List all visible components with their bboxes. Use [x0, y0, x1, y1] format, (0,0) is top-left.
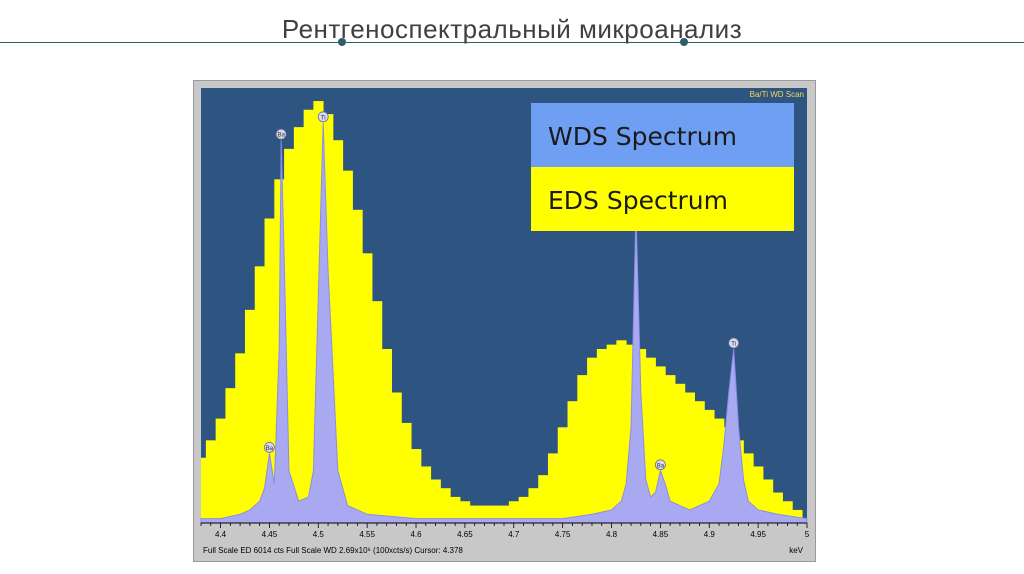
x-tick-label: 4.85 [653, 530, 669, 539]
eds-bar [684, 392, 695, 523]
eds-bar [479, 505, 490, 523]
eds-bar [753, 466, 764, 523]
peak-label: Ba [657, 463, 665, 469]
eds-bar [587, 357, 598, 523]
peak-label: Ba [266, 446, 274, 452]
eds-bar [528, 488, 539, 523]
eds-bar [538, 475, 549, 523]
legend-wds-label: WDS Spectrum [548, 122, 737, 151]
x-tick-label: 4.65 [457, 530, 473, 539]
eds-bar [763, 479, 774, 523]
eds-bar [508, 501, 520, 523]
eds-bar [772, 492, 783, 523]
eds-bar [675, 383, 686, 523]
eds-bar [235, 353, 246, 523]
eds-bar [694, 401, 705, 523]
eds-bar [782, 501, 793, 523]
eds-bar [420, 466, 432, 523]
peak-marker [654, 459, 666, 471]
wds-area [200, 122, 808, 524]
eds-bar [704, 409, 715, 523]
eds-bar [430, 479, 441, 523]
x-tick-label: 5 [805, 530, 810, 539]
eds-bar [381, 349, 392, 523]
legend-eds-box [531, 167, 794, 231]
slide-title: Рентгеноспектральный микроанализ [281, 14, 743, 44]
title-rule-right [688, 42, 1024, 43]
eds-bar [596, 349, 608, 523]
status-text: Full Scale ED 6014 cts Full Scale WD 2.6… [203, 546, 463, 555]
eds-bar [450, 496, 461, 523]
legend-wds-box [531, 103, 794, 167]
peak-label: Ba [277, 133, 285, 139]
eds-bar [440, 488, 451, 523]
eds-bar [577, 375, 588, 523]
eds-bar [518, 496, 529, 523]
eds-bar [244, 309, 256, 523]
eds-bar [743, 453, 754, 523]
eds-bar [362, 253, 373, 524]
x-tick-label: 4.55 [359, 530, 375, 539]
eds-bar [792, 509, 803, 523]
title-rule-left [0, 42, 340, 43]
eds-bar [293, 127, 305, 524]
eds-bar [372, 301, 383, 523]
peak-label: Ti [321, 115, 326, 121]
peak-marker [275, 128, 287, 140]
x-tick-label: 4.8 [606, 530, 618, 539]
eds-bar [352, 209, 363, 524]
x-tick-label: 4.45 [262, 530, 278, 539]
x-tick-label: 4.6 [410, 530, 422, 539]
title-rule-dot-right [680, 38, 688, 46]
x-axis-label: keV [789, 546, 803, 555]
eds-bar [606, 344, 617, 523]
eds-bar [391, 392, 402, 523]
x-tick-label: 4.5 [313, 530, 325, 539]
eds-bar [342, 170, 353, 523]
eds-bar [332, 140, 344, 523]
eds-bar [284, 148, 295, 523]
eds-bar [557, 427, 568, 523]
legend-eds-label: EDS Spectrum [548, 186, 728, 215]
eds-bar [547, 453, 559, 523]
x-tick-label: 4.7 [508, 530, 520, 539]
eds-bar [303, 109, 314, 523]
peak-label: Ti [731, 342, 736, 348]
eds-bar [401, 422, 412, 523]
eds-bar [411, 449, 422, 523]
eds-bar [665, 375, 676, 523]
eds-bar [567, 401, 578, 523]
eds-bar [645, 357, 656, 523]
x-tick-label: 4.4 [215, 530, 227, 539]
eds-bar [469, 505, 480, 523]
eds-bar [489, 505, 500, 523]
x-tick-label: 4.9 [704, 530, 716, 539]
title-rule-dot-left [338, 38, 346, 46]
eds-bar [499, 505, 510, 523]
peak-marker [317, 111, 329, 123]
eds-bar [254, 266, 265, 523]
x-tick-label: 4.95 [750, 530, 766, 539]
peak-marker [264, 441, 275, 453]
eds-bar [264, 218, 275, 523]
eds-bar [616, 340, 627, 523]
peak-marker [728, 337, 740, 349]
corner-label: Ba/Ti WD Scan [750, 90, 804, 99]
x-tick-label: 4.75 [555, 530, 571, 539]
eds-bar [205, 440, 217, 523]
title-rule-middle [346, 42, 682, 43]
eds-bar [460, 501, 471, 523]
eds-bar [225, 388, 236, 523]
eds-bar [215, 418, 226, 523]
eds-bar [201, 457, 207, 523]
eds-bar [714, 418, 725, 523]
eds-bar [655, 366, 666, 523]
